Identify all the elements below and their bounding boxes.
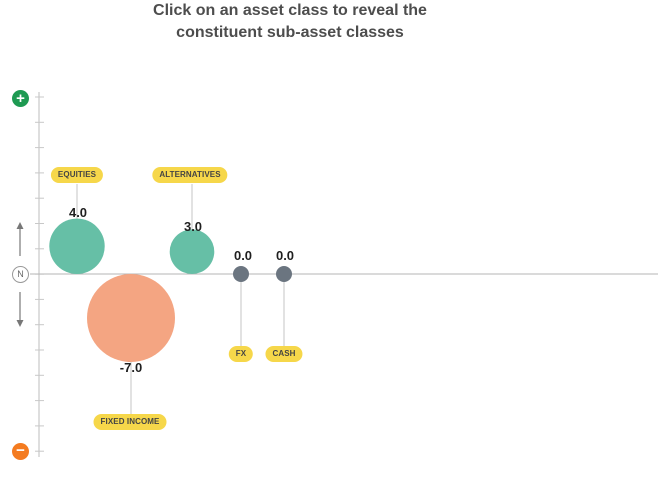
down-arrow-icon — [16, 292, 24, 327]
bubble-alternatives[interactable] — [169, 229, 215, 274]
neutral-label: N — [17, 269, 24, 279]
value-cash: 0.0 — [275, 248, 295, 263]
instruction-title: Click on an asset class to reveal the co… — [0, 0, 580, 44]
bubble-fixed-income[interactable] — [87, 274, 175, 362]
instruction-line-2: constituent sub-asset classes — [176, 24, 404, 41]
value-fx: 0.0 — [233, 248, 253, 263]
value-fixed-income: -7.0 — [119, 360, 143, 375]
neutral-marker: N — [12, 266, 29, 283]
zoom-in-button[interactable]: + — [12, 90, 29, 107]
label-fx[interactable]: FX — [228, 346, 254, 362]
zoom-out-button[interactable]: − — [12, 443, 29, 460]
label-cash[interactable]: CASH — [265, 346, 303, 362]
axis-ticks — [35, 96, 44, 452]
label-leader-lines — [76, 184, 285, 421]
bubbles — [49, 218, 292, 362]
up-arrow-icon — [16, 222, 24, 256]
instruction-line-1: Click on an asset class to reveal the — [153, 2, 427, 19]
label-fixed-income[interactable]: FIXED INCOME — [93, 414, 167, 430]
value-alternatives: 3.0 — [183, 219, 203, 234]
label-alternatives[interactable]: ALTERNATIVES — [152, 167, 228, 183]
value-equities: 4.0 — [68, 205, 88, 220]
plus-icon: + — [16, 90, 25, 107]
minus-icon: − — [16, 442, 25, 459]
bubble-cash[interactable] — [276, 266, 292, 282]
bubble-fx[interactable] — [233, 266, 249, 282]
bubble-equities[interactable] — [49, 218, 105, 274]
label-equities[interactable]: EQUITIES — [50, 167, 104, 183]
